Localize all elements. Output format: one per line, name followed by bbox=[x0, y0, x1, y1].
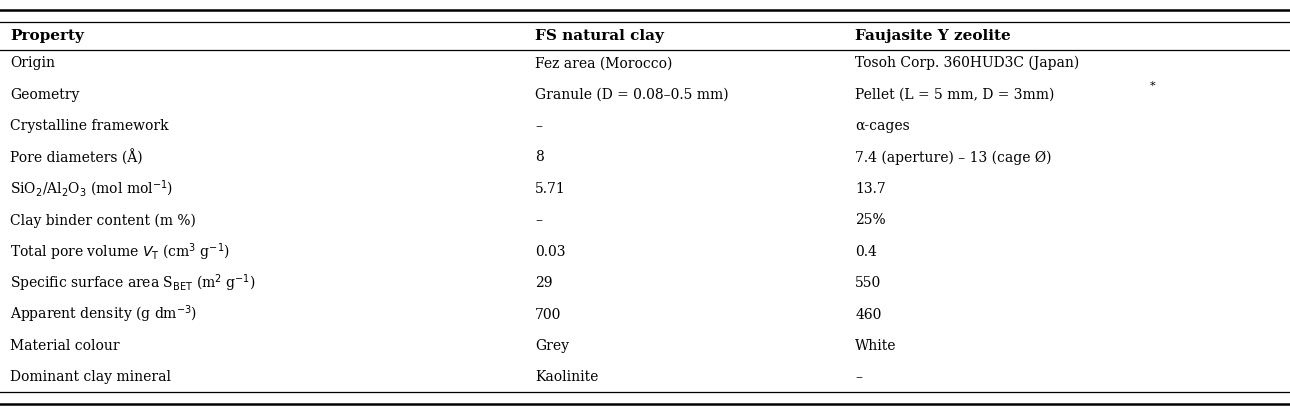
Text: FS natural clay: FS natural clay bbox=[535, 29, 664, 43]
Text: Property: Property bbox=[10, 29, 84, 43]
Text: Clay binder content (m %): Clay binder content (m %) bbox=[10, 213, 196, 228]
Text: Tosoh Corp. 360HUD3C (Japan): Tosoh Corp. 360HUD3C (Japan) bbox=[855, 56, 1080, 71]
Text: Crystalline framework: Crystalline framework bbox=[10, 119, 169, 133]
Text: 700: 700 bbox=[535, 308, 561, 322]
Text: Faujasite Y zeolite: Faujasite Y zeolite bbox=[855, 29, 1011, 43]
Text: 550: 550 bbox=[855, 276, 881, 290]
Text: –: – bbox=[535, 213, 542, 227]
Text: Material colour: Material colour bbox=[10, 339, 120, 353]
Text: Apparent density (g dm$^{-3}$): Apparent density (g dm$^{-3}$) bbox=[10, 304, 197, 325]
Text: 25%: 25% bbox=[855, 213, 886, 227]
Text: Grey: Grey bbox=[535, 339, 569, 353]
Text: α-cages: α-cages bbox=[855, 119, 909, 133]
Text: Total pore volume $V_\mathrm{T}$ (cm$^3$ g$^{-1}$): Total pore volume $V_\mathrm{T}$ (cm$^3$… bbox=[10, 241, 230, 262]
Text: 7.4 (aperture) – 13 (cage Ø): 7.4 (aperture) – 13 (cage Ø) bbox=[855, 150, 1051, 165]
Text: 0.03: 0.03 bbox=[535, 245, 566, 259]
Text: Dominant clay mineral: Dominant clay mineral bbox=[10, 370, 172, 384]
Text: Kaolinite: Kaolinite bbox=[535, 370, 599, 384]
Text: 460: 460 bbox=[855, 308, 881, 322]
Text: Origin: Origin bbox=[10, 56, 55, 70]
Text: Granule (D = 0.08–0.5 mm): Granule (D = 0.08–0.5 mm) bbox=[535, 88, 729, 102]
Text: Pore diameters (Å): Pore diameters (Å) bbox=[10, 149, 143, 166]
Text: Specific surface area S$_\mathrm{BET}$ (m$^2$ g$^{-1}$): Specific surface area S$_\mathrm{BET}$ (… bbox=[10, 273, 255, 294]
Text: Pellet (L = 5 mm, D = 3mm): Pellet (L = 5 mm, D = 3mm) bbox=[855, 88, 1055, 102]
Text: Geometry: Geometry bbox=[10, 88, 80, 102]
Text: White: White bbox=[855, 339, 897, 353]
Text: SiO$_2$/Al$_2$O$_3$ (mol mol$^{-1}$): SiO$_2$/Al$_2$O$_3$ (mol mol$^{-1}$) bbox=[10, 179, 174, 199]
Text: *: * bbox=[1149, 81, 1155, 91]
Text: 13.7: 13.7 bbox=[855, 182, 886, 196]
Text: Fez area (Morocco): Fez area (Morocco) bbox=[535, 56, 672, 70]
Text: 8: 8 bbox=[535, 151, 544, 164]
Text: 5.71: 5.71 bbox=[535, 182, 566, 196]
Text: –: – bbox=[535, 119, 542, 133]
Text: 29: 29 bbox=[535, 276, 553, 290]
Text: 0.4: 0.4 bbox=[855, 245, 877, 259]
Text: –: – bbox=[855, 370, 862, 384]
